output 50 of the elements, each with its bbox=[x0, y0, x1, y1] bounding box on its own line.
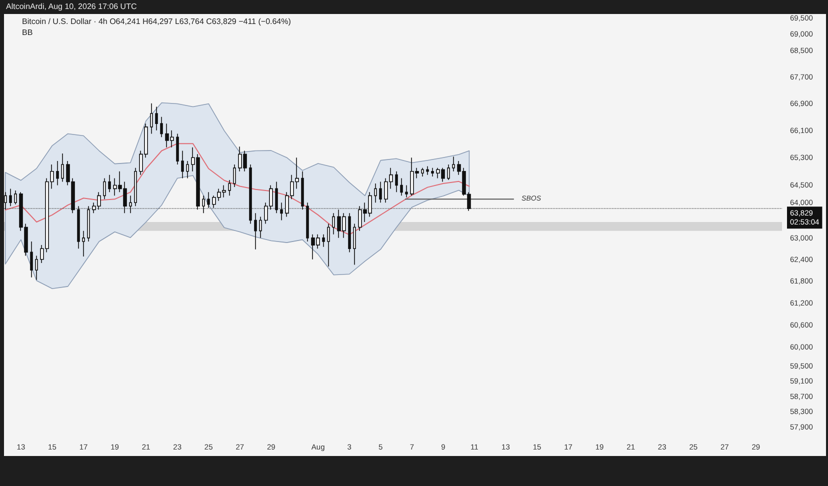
candlestick bbox=[4, 192, 7, 210]
candlestick bbox=[322, 234, 325, 248]
candlestick bbox=[306, 202, 309, 242]
candlestick bbox=[348, 212, 351, 253]
candlestick bbox=[400, 178, 403, 196]
candlestick bbox=[259, 216, 262, 238]
candlestick bbox=[56, 160, 59, 186]
chart-title: Bitcoin / U.S. Dollar · 4h O64,241 H64,297 L63,764 C63,829 −411 (−0.64%) bbox=[22, 17, 291, 26]
candlestick bbox=[186, 160, 189, 179]
candlestick bbox=[176, 133, 179, 165]
candlestick bbox=[202, 195, 205, 214]
line-series bbox=[4, 143, 470, 236]
candlestick bbox=[327, 223, 330, 267]
candlestick bbox=[379, 181, 382, 204]
candlestick bbox=[233, 164, 236, 188]
candlestick bbox=[150, 102, 153, 134]
candlestick bbox=[353, 223, 356, 266]
candlestick bbox=[332, 212, 335, 235]
candlestick bbox=[254, 212, 257, 250]
candlestick bbox=[108, 174, 111, 193]
candlestick bbox=[374, 183, 377, 204]
candlestick bbox=[280, 202, 283, 221]
candlestick bbox=[228, 180, 231, 196]
candlestick bbox=[87, 206, 90, 242]
candlestick bbox=[103, 178, 106, 200]
candlestick bbox=[421, 168, 424, 177]
candlestick bbox=[431, 168, 434, 177]
candlestick bbox=[160, 116, 163, 138]
candlestick bbox=[426, 166, 429, 176]
candlestick bbox=[275, 181, 278, 214]
candlestick bbox=[249, 164, 252, 224]
candlestick bbox=[129, 195, 132, 214]
candlestick bbox=[405, 184, 408, 198]
candlestick bbox=[301, 170, 304, 210]
candlestick bbox=[14, 190, 17, 205]
candlestick bbox=[77, 206, 80, 250]
candlestick bbox=[447, 164, 450, 180]
candlestick bbox=[134, 168, 137, 207]
candlestick bbox=[61, 153, 64, 182]
candlestick bbox=[452, 156, 455, 172]
annotation: BB bbox=[22, 28, 33, 37]
candlestick bbox=[30, 241, 33, 278]
text: AltcoinArdi, Aug 10, 2026 17:06 UTC bbox=[6, 2, 137, 11]
candlestick bbox=[395, 170, 398, 193]
candlestick bbox=[9, 188, 12, 207]
candlestick bbox=[35, 255, 38, 280]
candlestick bbox=[207, 192, 210, 208]
candlestick bbox=[82, 230, 85, 257]
candlestick bbox=[181, 150, 184, 179]
candlestick bbox=[155, 106, 158, 131]
